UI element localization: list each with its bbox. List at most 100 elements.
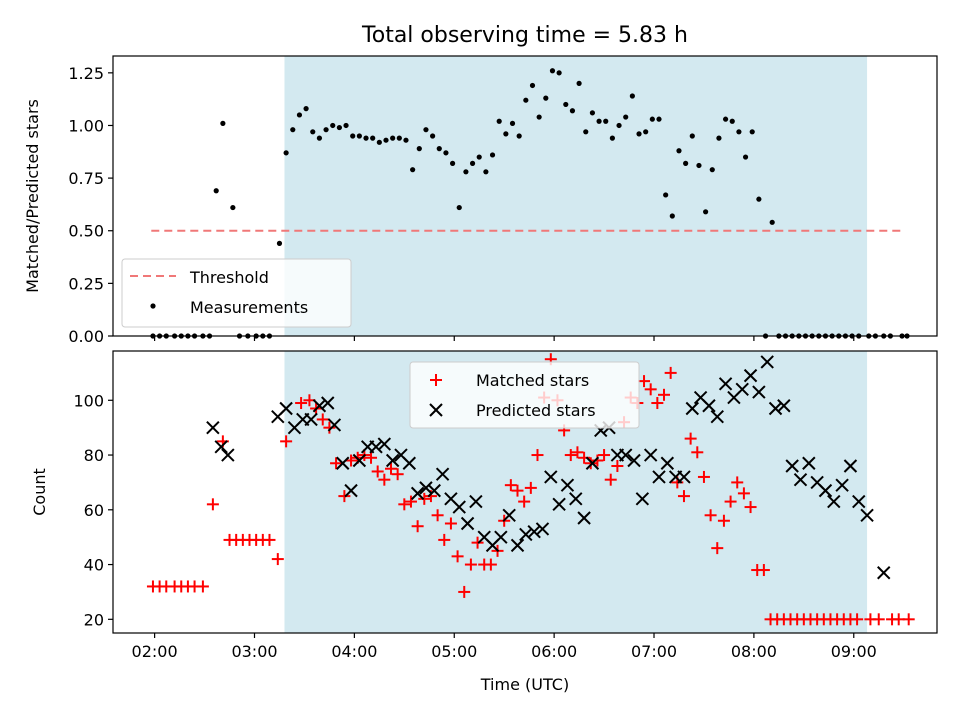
matched-star-point bbox=[524, 481, 537, 494]
predicted-star-point bbox=[577, 511, 591, 525]
matched-star-point bbox=[295, 397, 308, 410]
y-tick-label: 100 bbox=[73, 391, 104, 410]
bottom-x-ticks: 02:00 03:00 04:00 05:00 06:00 07:00 08:00 09:00 bbox=[132, 633, 877, 661]
predicted-star-point bbox=[643, 448, 658, 462]
matched-star-point bbox=[323, 421, 336, 434]
predicted-star-point bbox=[352, 453, 367, 468]
measurement-point bbox=[296, 112, 303, 118]
matched-star-point bbox=[316, 413, 329, 426]
matched-star-point bbox=[611, 459, 624, 472]
measurement-point bbox=[516, 133, 522, 139]
matched-star-point bbox=[371, 465, 384, 478]
predicted-star-point bbox=[560, 478, 575, 492]
top-axes-frame bbox=[112, 55, 938, 337]
measurement-point bbox=[376, 139, 382, 145]
measurement-point bbox=[436, 146, 442, 152]
measurement-point bbox=[756, 196, 762, 202]
predicted-star-point bbox=[377, 437, 392, 451]
matched-star-point bbox=[378, 473, 391, 486]
matched-star-point bbox=[644, 383, 657, 396]
measurement-point bbox=[569, 108, 576, 114]
measurement-point bbox=[536, 114, 542, 120]
predicted-star-point bbox=[385, 453, 400, 468]
matched-star-point bbox=[664, 366, 677, 379]
top-x-ticks bbox=[154, 336, 855, 341]
matched-star-point bbox=[444, 517, 457, 530]
measurement-point bbox=[656, 116, 662, 122]
measurement-point bbox=[596, 118, 602, 124]
predicted-star-point bbox=[502, 508, 516, 522]
matched-star-point bbox=[584, 457, 597, 470]
measurement-point bbox=[220, 120, 226, 126]
matched-star-point bbox=[744, 501, 757, 514]
measurement-point bbox=[509, 120, 516, 126]
legend-predicted-swatch bbox=[429, 403, 443, 417]
measurement-point bbox=[669, 213, 675, 219]
measurement-point bbox=[689, 133, 695, 139]
measurement-point bbox=[663, 192, 669, 198]
measurement-point bbox=[330, 122, 336, 129]
measurement-point bbox=[323, 127, 329, 133]
matched-star-point bbox=[398, 498, 411, 511]
matched-star-point bbox=[418, 492, 431, 505]
predicted-star-point bbox=[327, 418, 342, 432]
measurement-point bbox=[523, 97, 529, 103]
predicted-star-point bbox=[760, 355, 774, 369]
predicted-star-point bbox=[494, 530, 508, 544]
matched-star-point bbox=[531, 449, 544, 462]
matched-star-point bbox=[902, 613, 915, 626]
matched-star-point bbox=[704, 509, 717, 522]
predicted-star-point bbox=[552, 497, 566, 512]
matched-star-point bbox=[717, 514, 730, 527]
predicted-star-point bbox=[835, 478, 849, 492]
panel-ratio: 0.00 0.25 0.50 0.75 1.00 1.25 Total observing… bbox=[23, 23, 938, 346]
predicted-star-point bbox=[402, 456, 417, 470]
x-tick-label: 02:00 bbox=[132, 642, 178, 661]
matched-star-point bbox=[330, 457, 343, 470]
measurement-point bbox=[303, 106, 309, 112]
measurement-point bbox=[583, 129, 589, 135]
x-tick-label: 09:00 bbox=[831, 642, 877, 661]
predicted-star-point bbox=[519, 527, 533, 542]
measurement-point bbox=[563, 101, 569, 108]
x-tick-label: 08:00 bbox=[731, 642, 777, 661]
x-tick-label: 05:00 bbox=[431, 642, 477, 661]
legend-predicted-label: Predicted stars bbox=[476, 401, 596, 420]
matched-star-point bbox=[591, 454, 604, 467]
measurement-point bbox=[469, 160, 476, 166]
measurement-point bbox=[230, 204, 236, 211]
matched-star-point bbox=[872, 613, 885, 626]
predicted-star-point bbox=[752, 385, 766, 399]
predicted-star-point bbox=[793, 472, 808, 487]
measurement-point bbox=[423, 127, 429, 133]
chart-title: Total observing time = 5.83 h bbox=[361, 23, 688, 48]
predicted-star-point bbox=[460, 516, 475, 531]
matched-star-point bbox=[564, 449, 577, 462]
matched-star-point bbox=[518, 495, 531, 508]
measurement-point bbox=[643, 129, 649, 135]
y-tick-label: 0.75 bbox=[68, 169, 104, 188]
predicted-star-point bbox=[321, 396, 335, 410]
measurement-point bbox=[616, 122, 622, 129]
measurement-point bbox=[503, 131, 509, 137]
matched-star-point bbox=[338, 490, 351, 503]
matched-star-point bbox=[280, 435, 293, 448]
observing-span bbox=[284, 56, 868, 336]
y-tick-label: 80 bbox=[84, 446, 104, 465]
measurement-point bbox=[483, 169, 489, 175]
ratio-series-layer bbox=[150, 68, 910, 339]
measurement-point bbox=[276, 240, 283, 246]
measurement-point bbox=[356, 133, 362, 139]
matched-star-point bbox=[598, 449, 611, 462]
predicted-star-point bbox=[419, 481, 433, 495]
predicted-star-point bbox=[635, 492, 650, 506]
matched-star-point bbox=[271, 553, 284, 566]
measurement-point bbox=[529, 82, 536, 89]
measurement-point bbox=[213, 188, 219, 194]
predicted-star-point bbox=[768, 401, 783, 416]
measurement-point bbox=[370, 135, 376, 141]
matched-star-point bbox=[345, 454, 358, 467]
predicted-star-point bbox=[585, 456, 600, 470]
predicted-star-point bbox=[535, 522, 550, 536]
